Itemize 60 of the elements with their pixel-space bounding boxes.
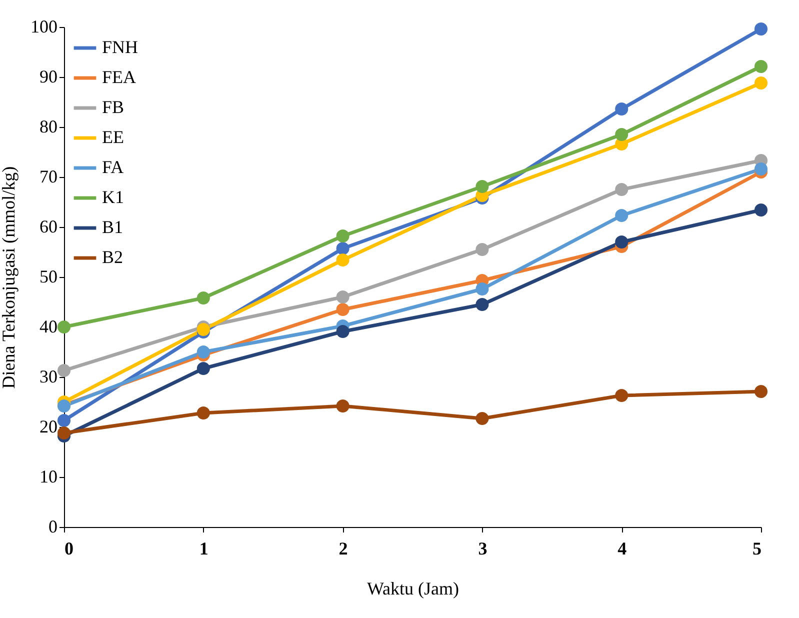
y-tick-label: 70 (40, 166, 58, 186)
x-tick-label: 3 (478, 538, 488, 558)
point (476, 180, 489, 194)
point (196, 322, 210, 336)
x-tick-label: 2 (338, 538, 348, 558)
y-tick-label: 100 (30, 16, 58, 36)
y-tick-label: 90 (40, 66, 58, 86)
x-tick-label: 5 (752, 538, 762, 558)
y-tick-label: 20 (40, 416, 58, 436)
legend-label: FB (102, 97, 124, 117)
point (57, 426, 71, 440)
y-tick-label: 60 (40, 216, 58, 236)
y-tick-label: 80 (40, 116, 58, 136)
point (476, 298, 489, 312)
legend-label: FEA (102, 67, 136, 87)
x-axis-title: Waktu (Jam) (366, 578, 460, 598)
legend-label: EE (102, 127, 124, 147)
point (336, 242, 350, 256)
point (196, 362, 210, 376)
legend-label: K1 (102, 187, 124, 207)
point (57, 320, 71, 334)
point (476, 242, 489, 256)
point (754, 60, 768, 74)
y-tick-label: 10 (40, 466, 58, 486)
x-tick-label: 0 (64, 538, 74, 558)
point (336, 302, 350, 316)
point (754, 384, 768, 398)
x-tick-label: 4 (618, 538, 627, 558)
point (196, 291, 210, 305)
legend-label: B1 (102, 217, 124, 237)
point (336, 253, 350, 267)
point (615, 128, 628, 142)
point (754, 76, 768, 90)
point (615, 102, 628, 116)
point (336, 290, 350, 304)
y-tick-label: 0 (48, 516, 58, 536)
point (754, 203, 768, 217)
point (336, 324, 350, 338)
legend-label: FA (102, 157, 124, 177)
legend-label: FNH (102, 37, 138, 57)
point (57, 364, 71, 378)
point (336, 229, 350, 243)
point (196, 406, 210, 420)
y-tick-label: 30 (40, 366, 58, 386)
point (754, 22, 768, 36)
point (615, 388, 628, 402)
point (57, 414, 71, 428)
point (196, 345, 210, 359)
legend-label: B2 (102, 247, 124, 267)
point (476, 282, 489, 296)
point (615, 182, 628, 196)
point (336, 399, 350, 413)
point (476, 412, 489, 426)
y-axis-title: Diena Terkonjugasi (mmol/kg) (0, 166, 18, 389)
y-tick-label: 50 (40, 266, 58, 286)
point (754, 162, 768, 176)
point (615, 235, 628, 249)
y-tick-label: 40 (40, 316, 58, 336)
x-tick-label: 1 (199, 538, 208, 558)
point (615, 208, 628, 222)
